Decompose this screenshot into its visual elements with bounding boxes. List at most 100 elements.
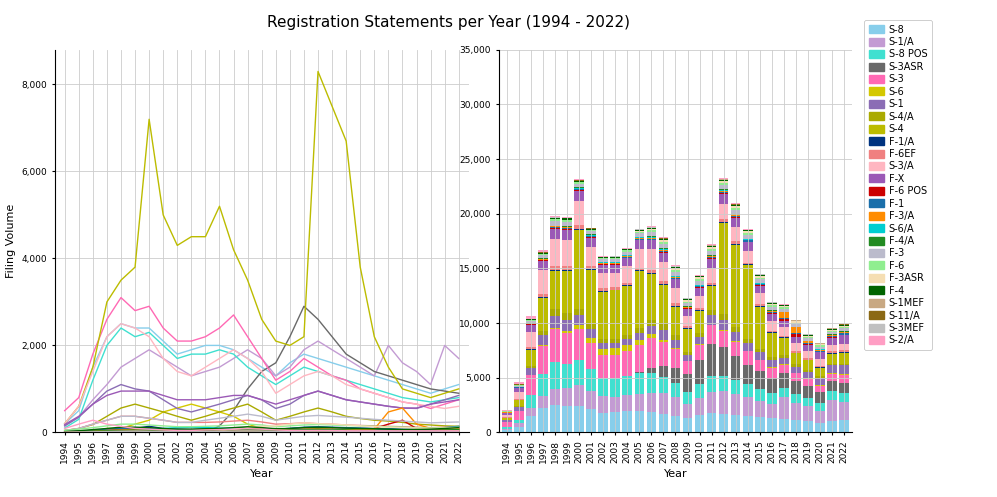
Bar bbox=[767, 313, 777, 314]
Bar bbox=[622, 285, 632, 286]
Bar bbox=[779, 319, 789, 321]
Bar bbox=[574, 229, 584, 230]
Bar bbox=[622, 376, 632, 395]
Bar bbox=[526, 316, 535, 319]
Bar bbox=[526, 408, 535, 416]
Bar bbox=[779, 313, 789, 318]
Bar bbox=[683, 374, 692, 392]
Bar bbox=[828, 354, 836, 364]
Bar bbox=[659, 331, 668, 339]
Bar bbox=[791, 351, 801, 352]
Bar bbox=[731, 242, 741, 244]
Bar bbox=[791, 353, 801, 364]
Bar bbox=[743, 339, 753, 343]
Bar bbox=[791, 373, 801, 381]
Bar bbox=[707, 344, 717, 376]
Bar bbox=[586, 343, 596, 369]
Bar bbox=[803, 370, 813, 372]
Bar bbox=[514, 407, 523, 411]
Bar bbox=[647, 393, 656, 412]
Bar bbox=[586, 230, 596, 232]
Bar bbox=[550, 228, 560, 229]
Bar bbox=[707, 325, 717, 344]
Bar bbox=[767, 307, 777, 310]
Bar bbox=[803, 341, 813, 343]
Bar bbox=[574, 406, 584, 432]
Bar bbox=[659, 248, 668, 249]
Bar bbox=[828, 338, 836, 345]
Bar bbox=[671, 368, 680, 383]
Bar bbox=[779, 321, 789, 327]
Bar bbox=[755, 371, 765, 389]
Bar bbox=[731, 217, 741, 218]
Bar bbox=[731, 214, 741, 215]
Bar bbox=[839, 335, 848, 343]
Bar bbox=[598, 288, 608, 291]
Bar bbox=[647, 326, 656, 334]
Bar bbox=[550, 389, 560, 405]
Bar bbox=[514, 386, 523, 387]
Bar bbox=[562, 217, 572, 218]
Bar bbox=[550, 229, 560, 239]
Bar bbox=[562, 230, 572, 240]
Bar bbox=[586, 337, 596, 343]
Bar bbox=[828, 365, 836, 373]
Bar bbox=[610, 378, 620, 398]
Bar bbox=[791, 367, 801, 373]
Bar bbox=[839, 325, 848, 326]
Bar bbox=[719, 194, 729, 204]
Bar bbox=[622, 266, 632, 283]
Bar bbox=[779, 327, 789, 336]
Bar bbox=[671, 303, 680, 306]
Bar bbox=[731, 216, 741, 217]
Bar bbox=[707, 285, 717, 286]
Bar bbox=[526, 321, 535, 323]
Bar bbox=[586, 330, 596, 337]
Bar bbox=[707, 249, 717, 251]
Bar bbox=[695, 277, 704, 279]
Bar bbox=[791, 321, 801, 322]
Bar bbox=[743, 384, 753, 398]
Bar bbox=[707, 310, 717, 316]
Legend: S-8, S-1/A, S-8 POS, S-3ASR, S-3, S-6, S-1, S-4/A, S-4, F-1/A, F-6EF, S-3/A, F-X: S-8, S-1/A, S-8 POS, S-3ASR, S-3, S-6, S… bbox=[864, 20, 932, 350]
Bar bbox=[671, 288, 680, 303]
Bar bbox=[622, 258, 632, 266]
Bar bbox=[743, 351, 753, 365]
Bar bbox=[683, 352, 692, 355]
Bar bbox=[791, 352, 801, 353]
Bar bbox=[791, 420, 801, 432]
Bar bbox=[743, 243, 753, 250]
Bar bbox=[647, 230, 656, 232]
Bar bbox=[634, 239, 644, 240]
Bar bbox=[779, 336, 789, 337]
Bar bbox=[526, 416, 535, 432]
Bar bbox=[622, 339, 632, 345]
Bar bbox=[671, 276, 680, 277]
Bar bbox=[755, 283, 765, 284]
Bar bbox=[803, 379, 813, 386]
Bar bbox=[743, 240, 753, 241]
Bar bbox=[622, 395, 632, 411]
Bar bbox=[634, 232, 644, 233]
Bar bbox=[719, 223, 729, 314]
Bar bbox=[719, 181, 729, 183]
Bar bbox=[647, 228, 656, 230]
Bar bbox=[755, 279, 765, 283]
Bar bbox=[743, 239, 753, 240]
Bar bbox=[550, 362, 560, 389]
Bar bbox=[828, 332, 836, 334]
Bar bbox=[767, 304, 777, 305]
Bar bbox=[791, 328, 801, 333]
Bar bbox=[767, 332, 777, 333]
Bar bbox=[502, 415, 511, 417]
Bar bbox=[816, 343, 825, 344]
Bar bbox=[610, 412, 620, 432]
Bar bbox=[707, 259, 717, 268]
Bar bbox=[707, 257, 717, 258]
Bar bbox=[731, 205, 741, 206]
Bar bbox=[816, 346, 825, 349]
Bar bbox=[634, 230, 644, 231]
Bar bbox=[803, 335, 813, 337]
Bar bbox=[610, 273, 620, 287]
Bar bbox=[683, 326, 692, 328]
